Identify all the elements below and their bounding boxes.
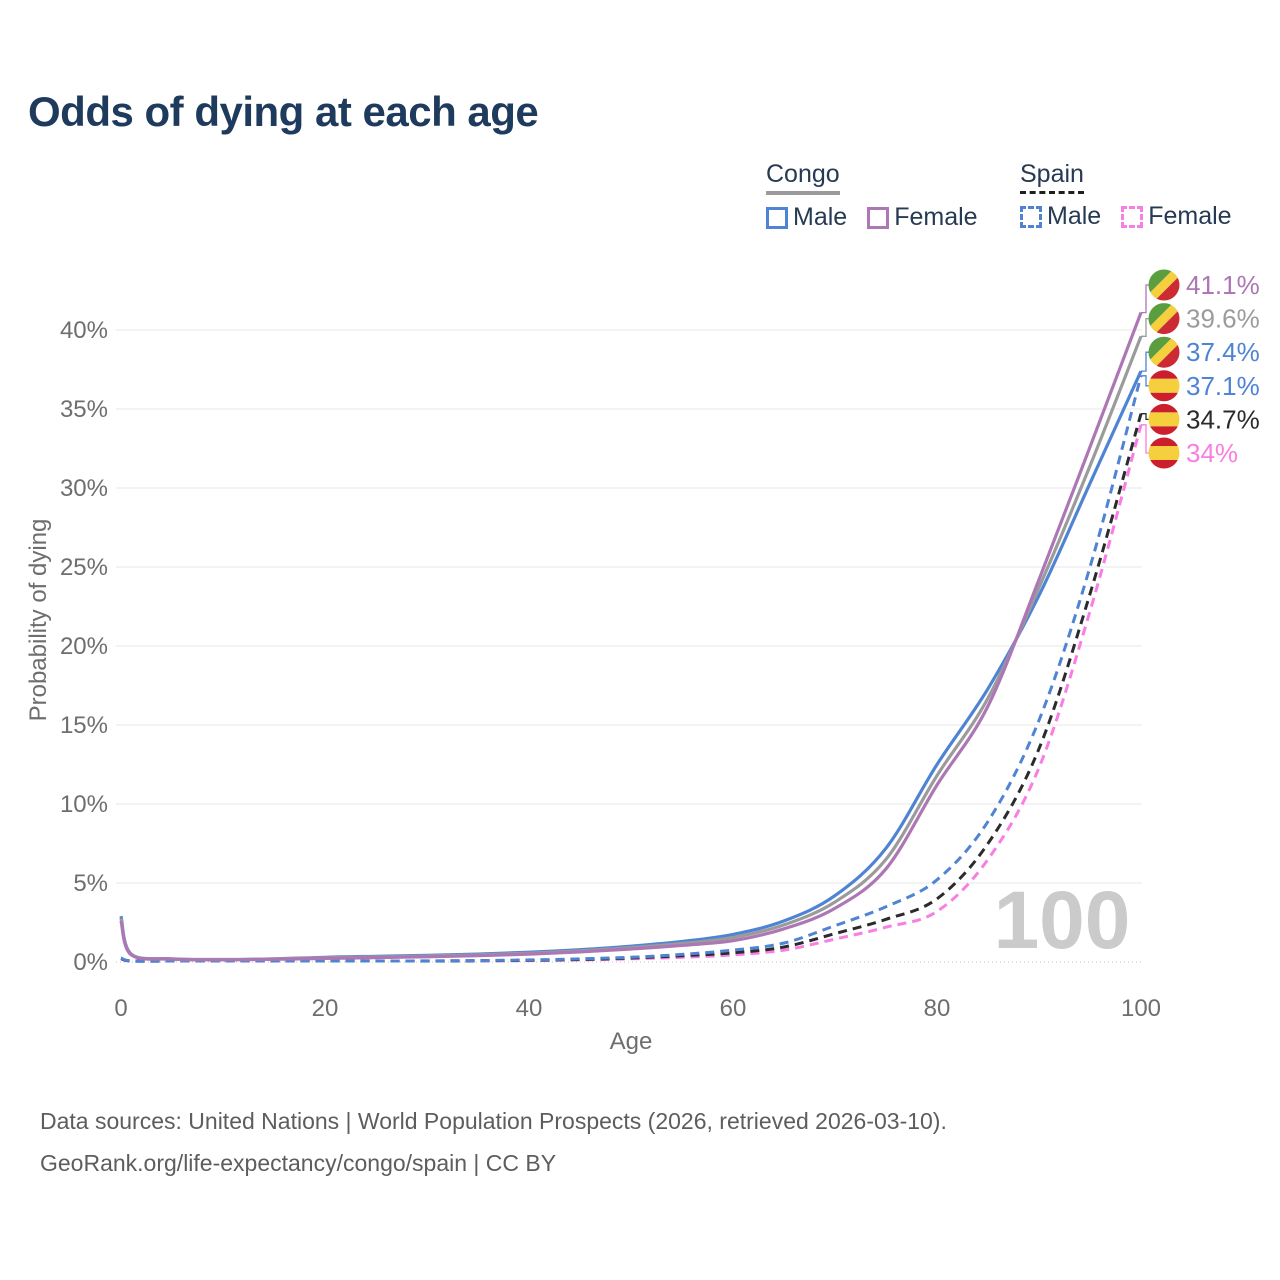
- x-axis-title: Age: [610, 1028, 653, 1055]
- end-connector-congo-all: [1141, 317, 1149, 337]
- hover-age-watermark: 100: [994, 875, 1131, 966]
- end-annotations: 41.1% 39.6%37.4% 37.1%34.7% 34%: [1141, 269, 1260, 469]
- series-line-congo-female[interactable]: [119, 312, 1143, 962]
- end-label-congo-male: 37.4%: [1186, 337, 1260, 367]
- axis-ticks: 0% 5% 10% 15% 20% 25% 30% 35% 40% 0 20 40 60 80 100: [60, 317, 1161, 1022]
- x-tick-label-0: 0: [114, 995, 127, 1022]
- series-line-spain-female[interactable]: [120, 424, 1143, 963]
- end-connector-spain-all: [1141, 413, 1149, 421]
- y-tick-label-20: 20%: [60, 633, 108, 660]
- y-tick-label-35: 35%: [60, 396, 108, 423]
- flag-icon-congo: [1148, 303, 1180, 335]
- gridlines: [116, 329, 1142, 963]
- y-tick-label-0: 0%: [73, 949, 108, 976]
- end-label-spain-female: 34%: [1186, 438, 1238, 468]
- y-tick-label-30: 30%: [60, 475, 108, 502]
- legend-group-spain: Spain Male Female: [1020, 160, 1252, 231]
- end-label-congo-female: 41.1%: [1186, 270, 1260, 300]
- flag-icon-spain: [1148, 370, 1180, 402]
- legend-spain-male-label: Male: [1047, 202, 1102, 230]
- series-line-congo-male[interactable]: [119, 370, 1143, 962]
- x-tick-label-40: 40: [516, 995, 543, 1022]
- end-label-spain-male: 37.1%: [1186, 371, 1260, 401]
- y-tick-label-40: 40%: [60, 317, 108, 344]
- legend-congo-female[interactable]: Female: [867, 203, 978, 232]
- series-lines: [119, 312, 1143, 963]
- end-connector-spain-female: [1141, 424, 1149, 454]
- legend-spain-female[interactable]: Female: [1121, 202, 1232, 231]
- legend-congo-items: Male Female: [766, 203, 998, 232]
- legend-congo-male[interactable]: Male: [766, 203, 847, 232]
- legend-swatch-spain-male-icon: [1020, 205, 1042, 228]
- legend-spain-male[interactable]: Male: [1020, 202, 1101, 231]
- legend-spain-female-label: Female: [1148, 202, 1232, 230]
- end-label-congo-all: 39.6%: [1186, 304, 1260, 334]
- flag-icon-congo: [1148, 336, 1180, 368]
- y-tick-label-15: 15%: [60, 712, 108, 739]
- footer: Data sources: United Nations | World Pop…: [40, 1100, 947, 1184]
- footer-data-sources: Data sources: United Nations | World Pop…: [40, 1108, 947, 1134]
- legend-congo-both-series[interactable]: Congo: [766, 160, 840, 195]
- legend-group-congo: Congo Male Female: [766, 160, 998, 232]
- series-line-congo-all[interactable]: [119, 335, 1143, 962]
- x-tick-label-60: 60: [720, 995, 747, 1022]
- y-tick-label-10: 10%: [60, 791, 108, 818]
- x-tick-label-100: 100: [1121, 995, 1161, 1022]
- legend-swatch-congo-female-icon: [867, 206, 890, 229]
- footer-attribution: GeoRank.org/life-expectancy/congo/spain …: [40, 1150, 557, 1176]
- legend-swatch-congo-male-icon: [766, 206, 788, 229]
- legend-swatch-spain-female-icon: [1121, 205, 1144, 228]
- series-line-spain-male[interactable]: [120, 375, 1143, 963]
- end-connector-congo-female: [1141, 284, 1149, 314]
- end-connector-spain-male: [1141, 375, 1149, 387]
- legend-congo-female-label: Female: [894, 203, 978, 231]
- end-connector-congo-male: [1141, 351, 1149, 372]
- legend-congo-male-label: Male: [793, 203, 848, 231]
- page-title: Odds of dying at each age: [28, 88, 539, 135]
- x-tick-label-80: 80: [924, 995, 951, 1022]
- y-tick-label-25: 25%: [60, 554, 108, 581]
- flag-icon-spain: [1148, 403, 1180, 435]
- end-label-spain-all: 34.7%: [1186, 404, 1260, 434]
- x-tick-label-20: 20: [312, 995, 339, 1022]
- legend-spain-items: Male Female: [1020, 202, 1252, 231]
- legend-spain-both-series[interactable]: Spain: [1020, 160, 1084, 194]
- y-axis-title: Probability of dying: [25, 519, 52, 722]
- flag-icon-spain: [1148, 437, 1180, 469]
- y-tick-label-5: 5%: [73, 870, 108, 897]
- flag-icon-congo: [1148, 269, 1180, 301]
